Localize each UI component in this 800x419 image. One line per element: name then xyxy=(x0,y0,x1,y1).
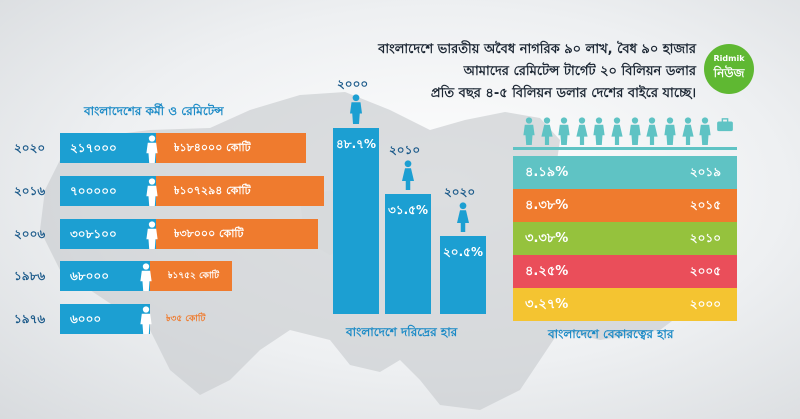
worker-person-icon xyxy=(146,221,158,249)
unemployment-stripe: ৪.১৯% ২০১৯ xyxy=(513,156,737,189)
unemployment-person-icon xyxy=(629,117,641,145)
remittance-bar: ৳১৮৪০০০ কোটি xyxy=(156,133,306,163)
unemployment-person-icon xyxy=(664,117,676,145)
logo-top-text: Ridmik xyxy=(713,54,745,63)
unemployment-value: ৪.১৯% xyxy=(525,165,569,180)
unemployment-stripe: ৪.৩৮% ২০১৫ xyxy=(513,189,737,222)
poverty-chart-title: বাংলাদেশে দরিদ্রের হার xyxy=(346,325,458,339)
worker-person-icon xyxy=(146,135,158,163)
headline-line-2: আমাদের রেমিটেন্স টার্গেট ২০ বিলিয়ন ডলার xyxy=(463,64,696,79)
unemployment-chart-title: বাংলাদেশে বেকারত্বের হার xyxy=(548,327,674,341)
logo-bottom-text: নিউজ xyxy=(713,66,745,80)
remittance-bar: ৳৩৫ কোটি xyxy=(166,314,206,324)
remittance-bar: ৳১০৭২৯৪ কোটি xyxy=(156,176,324,206)
unemployment-person-icon xyxy=(611,117,623,145)
remittance-bar: ৳৩৮০০০ কোটি xyxy=(156,219,318,249)
workers-bar: ২১৭০০০ xyxy=(60,133,156,163)
unemployment-person-icon xyxy=(576,117,588,145)
worker-person-icon xyxy=(146,178,158,206)
poverty-person-icon xyxy=(402,160,414,190)
worker-person-icon xyxy=(140,306,152,334)
unemployment-value: ৩.২৭% xyxy=(525,297,569,312)
unemployment-person-icon xyxy=(682,117,694,145)
poverty-bar: ৪৮.৭% xyxy=(333,128,379,314)
poverty-year-label: ২০০০ xyxy=(337,77,369,91)
unemployment-year: ২০০০ xyxy=(689,297,721,311)
workers-bar: ৬০০০ xyxy=(60,304,150,334)
unemployment-value: ৪.২৫% xyxy=(525,264,569,279)
unemployment-person-icon xyxy=(699,117,711,145)
remittance-year-label: ১৯৭৬ xyxy=(14,312,46,326)
briefcase-icon xyxy=(717,118,733,132)
unemployment-stripe: ৩.৩৮% ২০১০ xyxy=(513,222,737,255)
people-baseline xyxy=(513,147,737,150)
unemployment-stripe: ৪.২৫% ২০০৫ xyxy=(513,255,737,288)
worker-person-icon xyxy=(140,263,152,291)
remittance-year-label: ২০১৬ xyxy=(14,184,46,198)
unemployment-year: ২০১০ xyxy=(689,231,721,245)
remittance-chart-title: বাংলাদেশের কর্মী ও রেমিটেন্স xyxy=(84,104,224,118)
unemployment-person-icon xyxy=(541,117,553,145)
unemployment-value: ৩.৩৮% xyxy=(525,231,569,246)
remittance-year-label: ২০২০ xyxy=(14,141,46,155)
poverty-year-label: ২০১০ xyxy=(389,143,421,157)
unemployment-year: ২০১৫ xyxy=(689,198,721,212)
workers-bar: ৩০৮১০০ xyxy=(60,219,156,249)
poverty-person-icon xyxy=(350,94,362,124)
poverty-person-icon-female xyxy=(457,202,469,232)
headline-line-1: বাংলাদেশে ভারতীয় অবৈধ নাগরিক ৯০ লাখ, বৈ… xyxy=(378,42,696,57)
unemployment-person-icon xyxy=(558,117,570,145)
unemployment-year: ২০০৫ xyxy=(689,264,721,278)
poverty-bar: ২০.৫% xyxy=(440,236,486,314)
headline-line-3: প্রতি বছর ৪-৫ বিলিয়ন ডলার দেশের বাইরে য… xyxy=(430,86,696,101)
ridmik-news-logo: Ridmik নিউজ xyxy=(704,44,754,94)
workers-bar: ৭০০০০০ xyxy=(60,176,156,206)
unemployment-person-icon xyxy=(646,117,658,145)
unemployment-person-icon xyxy=(523,117,535,145)
remittance-year-label: ১৯৮৬ xyxy=(14,269,46,283)
poverty-bar: ৩১.৫% xyxy=(385,194,431,314)
remittance-year-label: ২০০৬ xyxy=(14,227,46,241)
unemployment-stripe: ৩.২৭% ২০০০ xyxy=(513,288,737,321)
unemployment-value: ৪.৩৮% xyxy=(525,198,569,213)
remittance-bar: ৳১৭৫২ কোটি xyxy=(150,261,232,291)
headline: বাংলাদেশে ভারতীয় অবৈধ নাগরিক ৯০ লাখ, বৈ… xyxy=(378,39,696,105)
unemployment-person-icon xyxy=(593,117,605,145)
unemployment-year: ২০১৯ xyxy=(689,165,721,179)
workers-bar: ৬৮০০০ xyxy=(60,261,150,291)
poverty-year-label: ২০২০ xyxy=(444,185,476,199)
